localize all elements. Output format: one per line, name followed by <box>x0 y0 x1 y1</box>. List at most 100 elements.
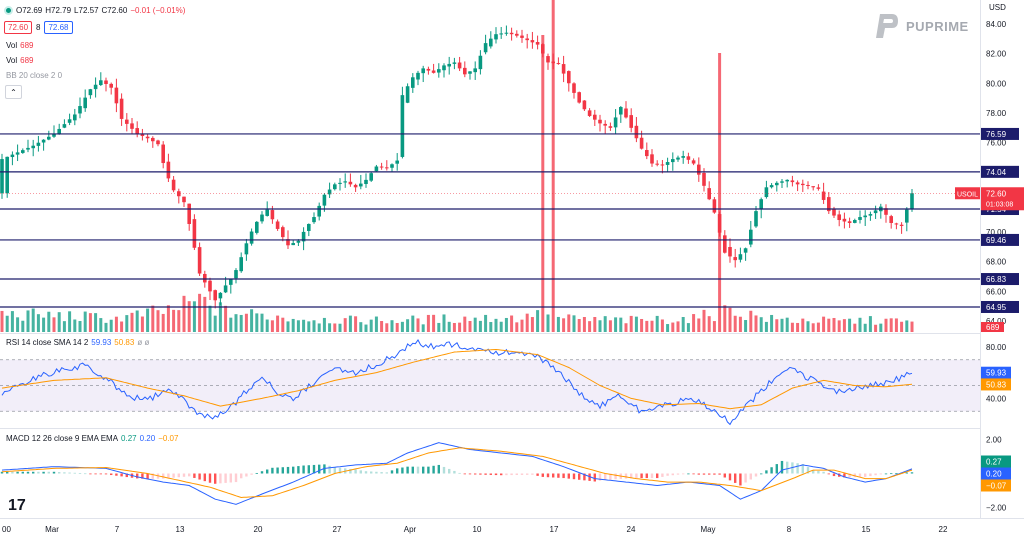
macd-histogram-bar <box>526 473 529 475</box>
macd-histogram-bar <box>47 471 50 474</box>
open-value: O72.69 <box>16 6 43 15</box>
volume-bar <box>686 323 690 332</box>
macd-histogram-bar <box>765 470 768 474</box>
price-tick-label: 70.00 <box>986 228 1007 237</box>
candle-body <box>218 292 223 299</box>
rsi-legend[interactable]: RSI 14 close SMA 14 2 59.93 50.83 ø ø <box>6 338 149 347</box>
macd-value-legend: −0.07 <box>158 434 179 443</box>
volume-bar <box>213 315 217 332</box>
macd-histogram-bar <box>780 460 784 474</box>
macd-histogram-bar <box>94 473 97 475</box>
volume-legend-2[interactable]: Vol 689 <box>6 56 33 65</box>
volume-bar <box>692 314 696 332</box>
macd-histogram-bar <box>453 470 456 474</box>
volume-bar <box>775 319 779 332</box>
candle-body <box>166 161 171 179</box>
candle-body <box>353 184 358 188</box>
candle-body <box>249 231 254 244</box>
volume-bar <box>302 319 306 332</box>
volume-bar <box>161 313 165 332</box>
volume-bar <box>718 53 722 332</box>
symbol-status-icon <box>4 6 13 15</box>
candle-body <box>161 144 165 164</box>
macd-histogram-bar <box>255 472 258 474</box>
volume-bar <box>348 315 352 332</box>
bollinger-legend[interactable]: BB 20 close 2 0 <box>6 71 62 80</box>
volume-bar <box>707 316 711 332</box>
candle-body <box>769 185 774 188</box>
volume-bar <box>68 311 72 332</box>
macd-histogram-bar <box>557 473 560 478</box>
candle-body <box>645 150 649 157</box>
candle-body <box>47 136 51 140</box>
macd-histogram-bar <box>749 473 752 480</box>
candle-body <box>905 209 909 223</box>
volume-bar <box>447 321 451 332</box>
macd-histogram-bar <box>146 473 149 479</box>
volume-bar <box>400 321 404 332</box>
macd-histogram-bar <box>6 471 9 474</box>
volume-bar <box>88 313 92 332</box>
volume-bar <box>681 316 685 332</box>
macd-histogram-bar <box>286 466 290 474</box>
macd-histogram-bar <box>786 461 789 474</box>
brand-name: PUPRIME <box>906 18 969 34</box>
candle-body <box>67 119 72 123</box>
tradingview-logo[interactable]: 17 <box>8 497 26 514</box>
macd-histogram-bar <box>120 473 123 477</box>
macd-histogram-bar <box>115 473 118 476</box>
volume-bar <box>62 321 66 332</box>
macd-histogram-bar <box>240 473 243 479</box>
macd-histogram-bar <box>505 473 508 476</box>
sell-button[interactable]: 72.60 <box>4 21 33 34</box>
macd-histogram-bar <box>510 473 513 476</box>
candle-body <box>348 181 353 185</box>
volume-bar <box>255 313 259 332</box>
volume-bar <box>723 305 727 332</box>
candle-body <box>343 181 347 183</box>
volume-bar <box>406 319 410 332</box>
macd-histogram-bar <box>687 473 690 475</box>
macd-histogram-bar <box>822 471 825 474</box>
macd-histogram-bar <box>713 473 716 475</box>
macd-histogram-bar <box>578 473 581 480</box>
macd-legend[interactable]: MACD 12 26 close 9 EMA EMA 0.27 0.20 −0.… <box>6 434 178 443</box>
macd-histogram-bar <box>58 472 61 474</box>
macd-histogram-bar <box>806 467 810 474</box>
volume-bar <box>343 318 347 332</box>
macd-histogram-bar <box>63 472 66 474</box>
candle-body <box>437 69 441 73</box>
candle-body <box>31 145 35 149</box>
macd-histogram-bar <box>468 473 472 475</box>
buy-button[interactable]: 72.68 <box>44 21 73 34</box>
bar-countdown-label: 01:03:08 <box>986 201 1013 208</box>
candle-body <box>145 136 150 139</box>
price-tick-label: 68.00 <box>986 258 1007 267</box>
volume-legend[interactable]: Vol 689 <box>6 41 33 50</box>
time-tick-label: 10 <box>473 525 482 534</box>
candle-body <box>463 67 467 75</box>
volume-bar <box>764 321 768 332</box>
volume-bar <box>104 322 108 332</box>
volume-bar <box>608 320 612 332</box>
macd-histogram-bar <box>588 473 591 481</box>
time-tick-label: 7 <box>115 525 120 534</box>
volume-bar <box>16 317 20 332</box>
macd-histogram-bar <box>396 468 399 474</box>
volume-bar <box>816 322 820 332</box>
volume-bar <box>452 322 456 332</box>
volume-bar <box>759 317 763 332</box>
candle-body <box>686 156 691 160</box>
volume-bar <box>234 314 238 332</box>
volume-tag-text: 689 <box>986 323 1000 332</box>
volume-bar <box>265 319 269 332</box>
time-tick-label: 20 <box>254 525 263 534</box>
volume-bar <box>894 318 898 332</box>
volume-bar <box>416 318 420 332</box>
macd-histogram-bar <box>614 473 617 480</box>
candle-body <box>681 156 685 158</box>
volume-bar <box>905 320 909 332</box>
volume-bar <box>848 318 852 332</box>
collapse-legend-button[interactable]: ⌃ <box>5 85 22 99</box>
